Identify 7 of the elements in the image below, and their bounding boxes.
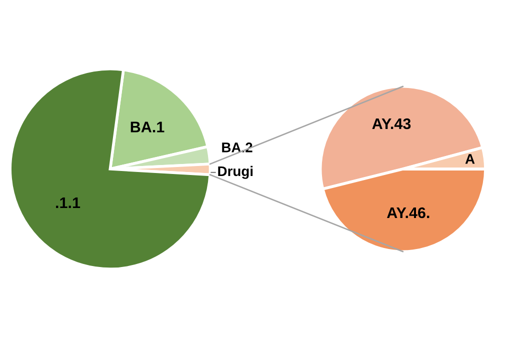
slice-label: BA.1 [130, 122, 164, 132]
slice-label: A [465, 154, 475, 164]
pie-slice [8, 68, 212, 270]
slice-label: .1.1 [56, 197, 80, 208]
slice-label: AY.43 [372, 118, 411, 130]
slice-label: Drugi [218, 166, 253, 179]
slice-label: AY.46. [386, 207, 430, 218]
